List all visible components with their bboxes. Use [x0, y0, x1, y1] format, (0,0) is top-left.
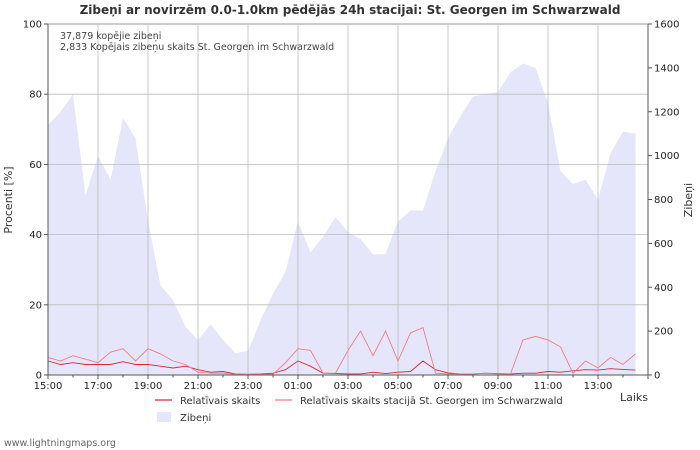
- y-axis-left-label: Procenti [%]: [2, 166, 15, 233]
- tick-label-x: 17:00: [84, 381, 113, 392]
- legend-label-relative-station: Relatīvais skaits stacijā St. Georgen im…: [300, 396, 563, 407]
- tick-label-left: 60: [29, 160, 42, 171]
- grid-layer: [48, 24, 648, 375]
- tick-label-x: 11:00: [534, 381, 563, 392]
- tick-label-x: 07:00: [434, 381, 463, 392]
- tick-label-left: 20: [29, 300, 42, 311]
- tick-label-right: 0: [654, 371, 660, 382]
- tick-label-x: 05:00: [384, 381, 413, 392]
- tick-label-right: 400: [654, 283, 673, 294]
- legend-label-relative: Relatīvais skaits: [180, 396, 260, 407]
- annotation-total: 37,879 kopējie zibeņi: [60, 31, 161, 42]
- tick-label-right: 600: [654, 239, 673, 250]
- annotation-station: 2,833 Kopējais zibeņu skaits St. Georgen…: [60, 42, 334, 53]
- tick-label-right: 200: [654, 327, 673, 338]
- tick-label-right: 1000: [654, 151, 679, 162]
- series-line-relative: [47, 360, 636, 375]
- tick-label-right: 1600: [654, 20, 679, 31]
- tick-label-right: 1400: [654, 63, 679, 74]
- x-axis-label: Laiks: [620, 391, 648, 404]
- lightning-area-layer: [48, 63, 636, 375]
- legend-label-lightning: Zibeņi: [180, 413, 211, 424]
- tick-label-right: 800: [654, 195, 673, 206]
- series-area-lightning: [48, 63, 636, 375]
- tick-label-x: 03:00: [334, 381, 363, 392]
- tick-label-x: 23:00: [234, 381, 263, 392]
- tick-label-left: 80: [29, 90, 42, 101]
- footer-link[interactable]: www.lightningmaps.org: [4, 438, 116, 449]
- tick-label-x: 19:00: [134, 381, 163, 392]
- tick-label-x: 01:00: [284, 381, 313, 392]
- tick-label-x: 09:00: [484, 381, 513, 392]
- tick-label-left: 100: [23, 20, 42, 31]
- tick-label-x: 15:00: [34, 381, 63, 392]
- legend-swatch-lightning: [157, 412, 171, 422]
- tick-label-right: 1200: [654, 107, 679, 118]
- tick-label-left: 40: [29, 230, 42, 241]
- series-line-relative-station: [47, 326, 636, 375]
- tick-label-left: 0: [36, 371, 42, 382]
- relative-lines-layer: [47, 326, 636, 375]
- axis-layer: 0204060801000200400600800100012001400160…: [23, 20, 680, 393]
- tick-label-x: 21:00: [184, 381, 213, 392]
- chart-title: Zibeņi ar novirzēm 0.0-1.0km pēdējās 24h…: [80, 3, 621, 17]
- tick-label-x: 13:00: [584, 381, 613, 392]
- legend: Relatīvais skaits Relatīvais skaits stac…: [155, 396, 563, 424]
- y-axis-right-label: Zibeņi: [682, 183, 695, 217]
